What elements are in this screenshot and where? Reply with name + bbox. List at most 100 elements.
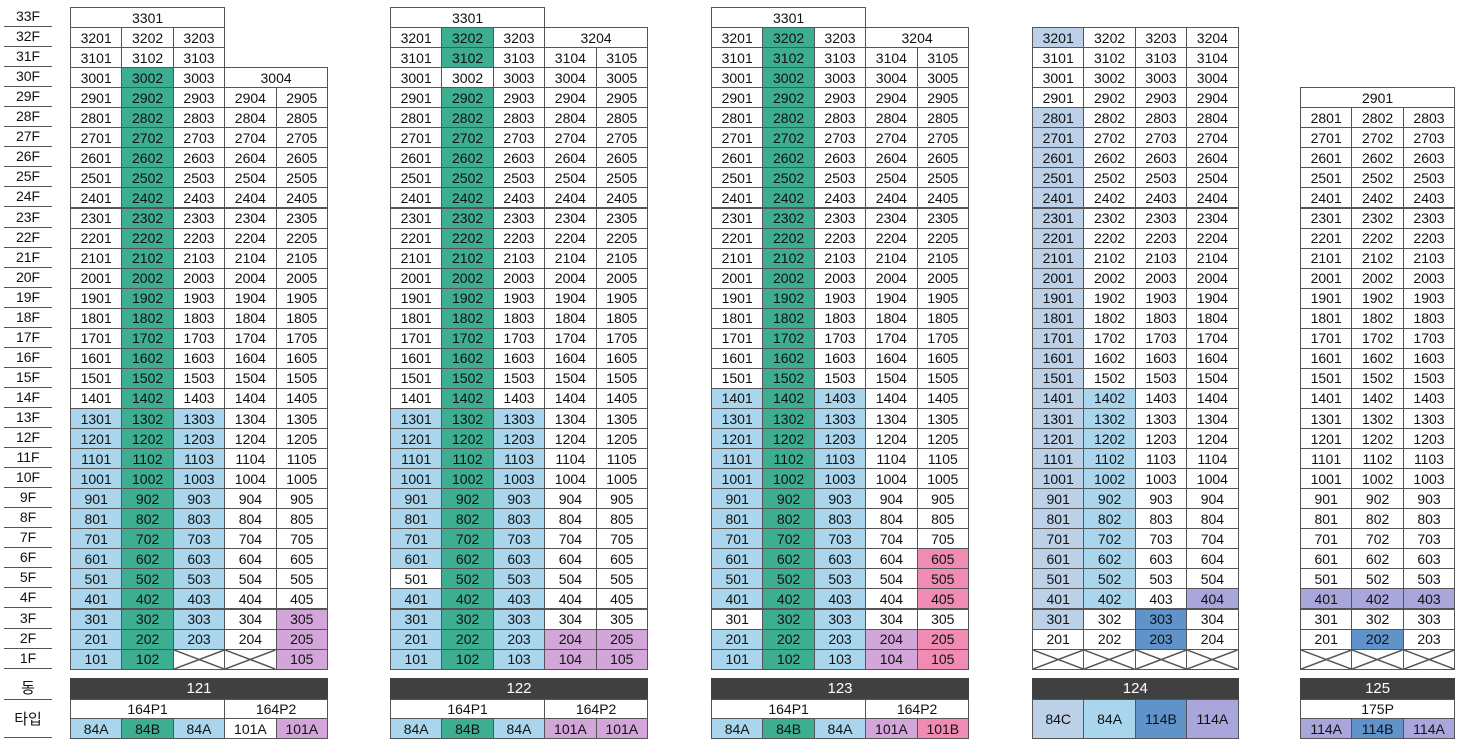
- unit-cell: 3101: [1032, 47, 1085, 69]
- unit-cell: 1405: [916, 387, 969, 409]
- floor-label: 15F: [4, 368, 52, 388]
- unit-cell: 405: [275, 588, 328, 610]
- unit-cell: 3003: [172, 67, 226, 89]
- unit-cell: 2804: [544, 107, 597, 129]
- unit-cell: 2903: [492, 87, 546, 109]
- unit-cell: 2401: [711, 187, 764, 209]
- unit-cell: 1501: [390, 367, 443, 389]
- unit-cell: 2003: [813, 267, 867, 289]
- empty-unit-cell: [1186, 648, 1239, 670]
- unit-cell: 403: [172, 588, 226, 610]
- unit-cell: 2101: [711, 247, 764, 269]
- unit-cell: 2301: [390, 207, 443, 229]
- unit-cell: 2504: [1186, 167, 1239, 189]
- unit-cell: 2504: [544, 167, 597, 189]
- unit-cell: 402: [1351, 588, 1404, 610]
- type-group-header: 164P2: [865, 699, 969, 719]
- unit-cell: 501: [1300, 568, 1353, 590]
- unit-cell: 1104: [865, 448, 918, 470]
- unit-cell: 2605: [275, 147, 328, 169]
- unit-cell: 1501: [1032, 367, 1085, 389]
- unit-cell: 1301: [70, 408, 123, 430]
- unit-cell: 2103: [492, 247, 546, 269]
- unit-cell: 1603: [1402, 347, 1456, 369]
- unit-cell: 1901: [1300, 287, 1353, 309]
- unit-cell: 404: [224, 588, 277, 610]
- unit-cell: 105: [595, 648, 648, 670]
- floor-label: 29F: [4, 87, 52, 108]
- unit-cell: 704: [1186, 528, 1239, 550]
- unit-cell: 304: [1186, 608, 1239, 630]
- unit-cell: 2202: [121, 227, 174, 249]
- unit-cell: 2101: [70, 247, 123, 269]
- unit-cell: 2105: [275, 247, 328, 269]
- unit-cell: 2201: [1300, 227, 1353, 249]
- type-cell: 84B: [441, 718, 494, 739]
- unit-cell: 1103: [813, 448, 867, 470]
- unit-cell: 1504: [224, 367, 277, 389]
- unit-cell: 2903: [1134, 87, 1188, 109]
- unit-cell: 1801: [711, 307, 764, 329]
- unit-cell: 1404: [544, 387, 597, 409]
- unit-cell: 502: [441, 568, 494, 590]
- unit-cell: 1903: [813, 287, 867, 309]
- unit-cell: 2401: [70, 187, 123, 209]
- unit-cell: 2801: [711, 107, 764, 129]
- unit-cell: 1901: [711, 287, 764, 309]
- unit-cell: 902: [1083, 488, 1136, 510]
- unit-cell: 2003: [1134, 267, 1188, 289]
- unit-cell: 402: [121, 588, 174, 610]
- unit-cell: 2501: [70, 167, 123, 189]
- unit-cell: 2004: [1186, 267, 1239, 289]
- unit-cell: 2602: [121, 147, 174, 169]
- unit-cell: 804: [865, 508, 918, 530]
- unit-cell: 301: [1300, 608, 1353, 630]
- floor-label: 3F: [4, 609, 52, 629]
- unit-cell: 203: [1134, 628, 1188, 650]
- unit-cell: 603: [1134, 548, 1188, 570]
- unit-cell: 1301: [1300, 408, 1353, 430]
- unit-cell: 1203: [172, 428, 226, 450]
- unit-cell: 2204: [865, 227, 918, 249]
- unit-cell: 1905: [275, 287, 328, 309]
- unit-cell: 302: [121, 608, 174, 630]
- unit-cell: 2201: [1032, 227, 1085, 249]
- unit-cell: 1504: [544, 367, 597, 389]
- unit-cell: 2202: [762, 227, 815, 249]
- dong-header: 121: [70, 678, 328, 699]
- unit-cell: 802: [1351, 508, 1404, 530]
- unit-cell: 1403: [1134, 387, 1188, 409]
- unit-cell: 2505: [595, 167, 648, 189]
- unit-cell: 1705: [275, 327, 328, 349]
- unit-cell: 1301: [711, 408, 764, 430]
- type-cell: 101A: [595, 718, 648, 739]
- unit-cell: 3301: [70, 7, 226, 29]
- unit-cell: 1103: [492, 448, 546, 470]
- unit-cell: 1403: [1402, 387, 1456, 409]
- unit-cell: 905: [916, 488, 969, 510]
- unit-cell: 3203: [172, 27, 226, 49]
- unit-cell: 3103: [813, 47, 867, 69]
- unit-cell: 1902: [1351, 287, 1404, 309]
- type-group-header: 164P1: [390, 699, 546, 719]
- type-cell: 84A: [1083, 699, 1136, 739]
- unit-cell: 2305: [916, 207, 969, 229]
- unit-cell: 1501: [70, 367, 123, 389]
- unit-cell: 903: [1134, 488, 1188, 510]
- unit-cell: 3001: [390, 67, 443, 89]
- unit-cell: 1002: [1351, 468, 1404, 490]
- floor-label: 20F: [4, 268, 52, 288]
- unit-cell: 1603: [813, 347, 867, 369]
- empty-unit-cross-icon: [1187, 650, 1237, 669]
- type-cell: 114B: [1351, 718, 1404, 739]
- unit-cell: 302: [441, 608, 494, 630]
- unit-cell: 2705: [275, 127, 328, 149]
- unit-cell: 203: [1402, 628, 1456, 650]
- unit-cell: 1005: [916, 468, 969, 490]
- unit-cell: 2403: [1134, 187, 1188, 209]
- unit-cell: 501: [70, 568, 123, 590]
- unit-cell: 2102: [441, 247, 494, 269]
- unit-cell: 2905: [595, 87, 648, 109]
- type-cell: 101A: [275, 718, 328, 739]
- unit-cell: 3102: [441, 47, 494, 69]
